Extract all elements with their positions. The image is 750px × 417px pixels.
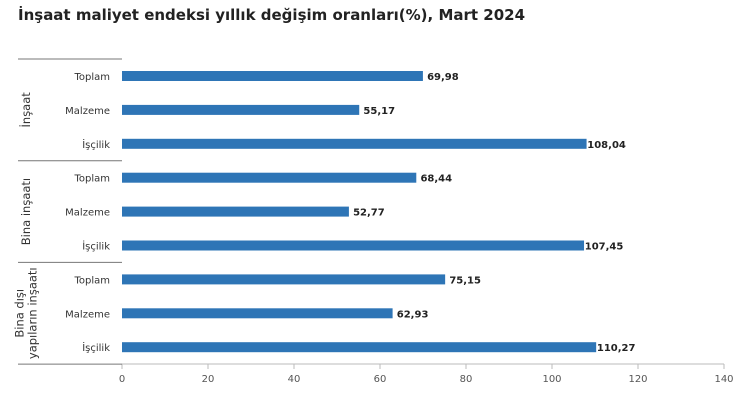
- bar: [122, 308, 393, 319]
- x-tick-label: 20: [202, 374, 215, 385]
- bar: [122, 71, 423, 81]
- x-tick-label: 140: [714, 374, 733, 385]
- bar: [122, 104, 360, 115]
- x-tick-label: 40: [288, 374, 301, 385]
- category-label: Toplam: [73, 174, 110, 185]
- bar-value-label: 68,44: [420, 174, 452, 185]
- category-label: Toplam: [73, 72, 110, 83]
- category-label: İşçilik: [82, 138, 110, 151]
- category-label: İşçilik: [82, 240, 110, 253]
- group-label: Bina inşaatı: [19, 178, 33, 245]
- group-label: Bina dışıyapıların inşaatı: [13, 267, 40, 359]
- chart-title: İnşaat maliyet endeksi yıllık değişim or…: [18, 6, 526, 24]
- bar: [122, 342, 597, 353]
- group-label-line: Bina inşaatı: [19, 178, 33, 245]
- bar-value-label: 107,45: [585, 242, 624, 253]
- bar-value-label: 75,15: [449, 275, 481, 286]
- group-label-line: İnşaat: [18, 92, 33, 128]
- bar-value-label: 62,93: [397, 309, 429, 320]
- bar-value-label: 69,98: [427, 72, 459, 83]
- x-tick-label: 60: [374, 374, 387, 385]
- bar: [122, 274, 446, 285]
- bar-value-label: 55,17: [363, 106, 395, 117]
- x-tick-label: 100: [542, 374, 561, 385]
- bar-value-label: 108,04: [587, 140, 626, 151]
- x-tick-label: 80: [460, 374, 473, 385]
- category-label: Toplam: [73, 275, 110, 286]
- bar: [122, 240, 585, 251]
- bar: [122, 138, 587, 149]
- category-label: Malzeme: [65, 309, 110, 320]
- bar: [122, 172, 417, 183]
- group-label: İnşaat: [18, 92, 33, 128]
- x-tick-label: 120: [628, 374, 647, 385]
- group-label-line: yapıların inşaatı: [26, 267, 40, 359]
- group-label-line: Bina dışı: [13, 289, 27, 338]
- category-label: İşçilik: [82, 341, 110, 354]
- category-label: Malzeme: [65, 208, 110, 219]
- x-tick-label: 0: [119, 374, 125, 385]
- category-label: Malzeme: [65, 106, 110, 117]
- bar: [122, 206, 349, 217]
- bar-value-label: 52,77: [353, 208, 385, 219]
- bar-value-label: 110,27: [597, 343, 636, 354]
